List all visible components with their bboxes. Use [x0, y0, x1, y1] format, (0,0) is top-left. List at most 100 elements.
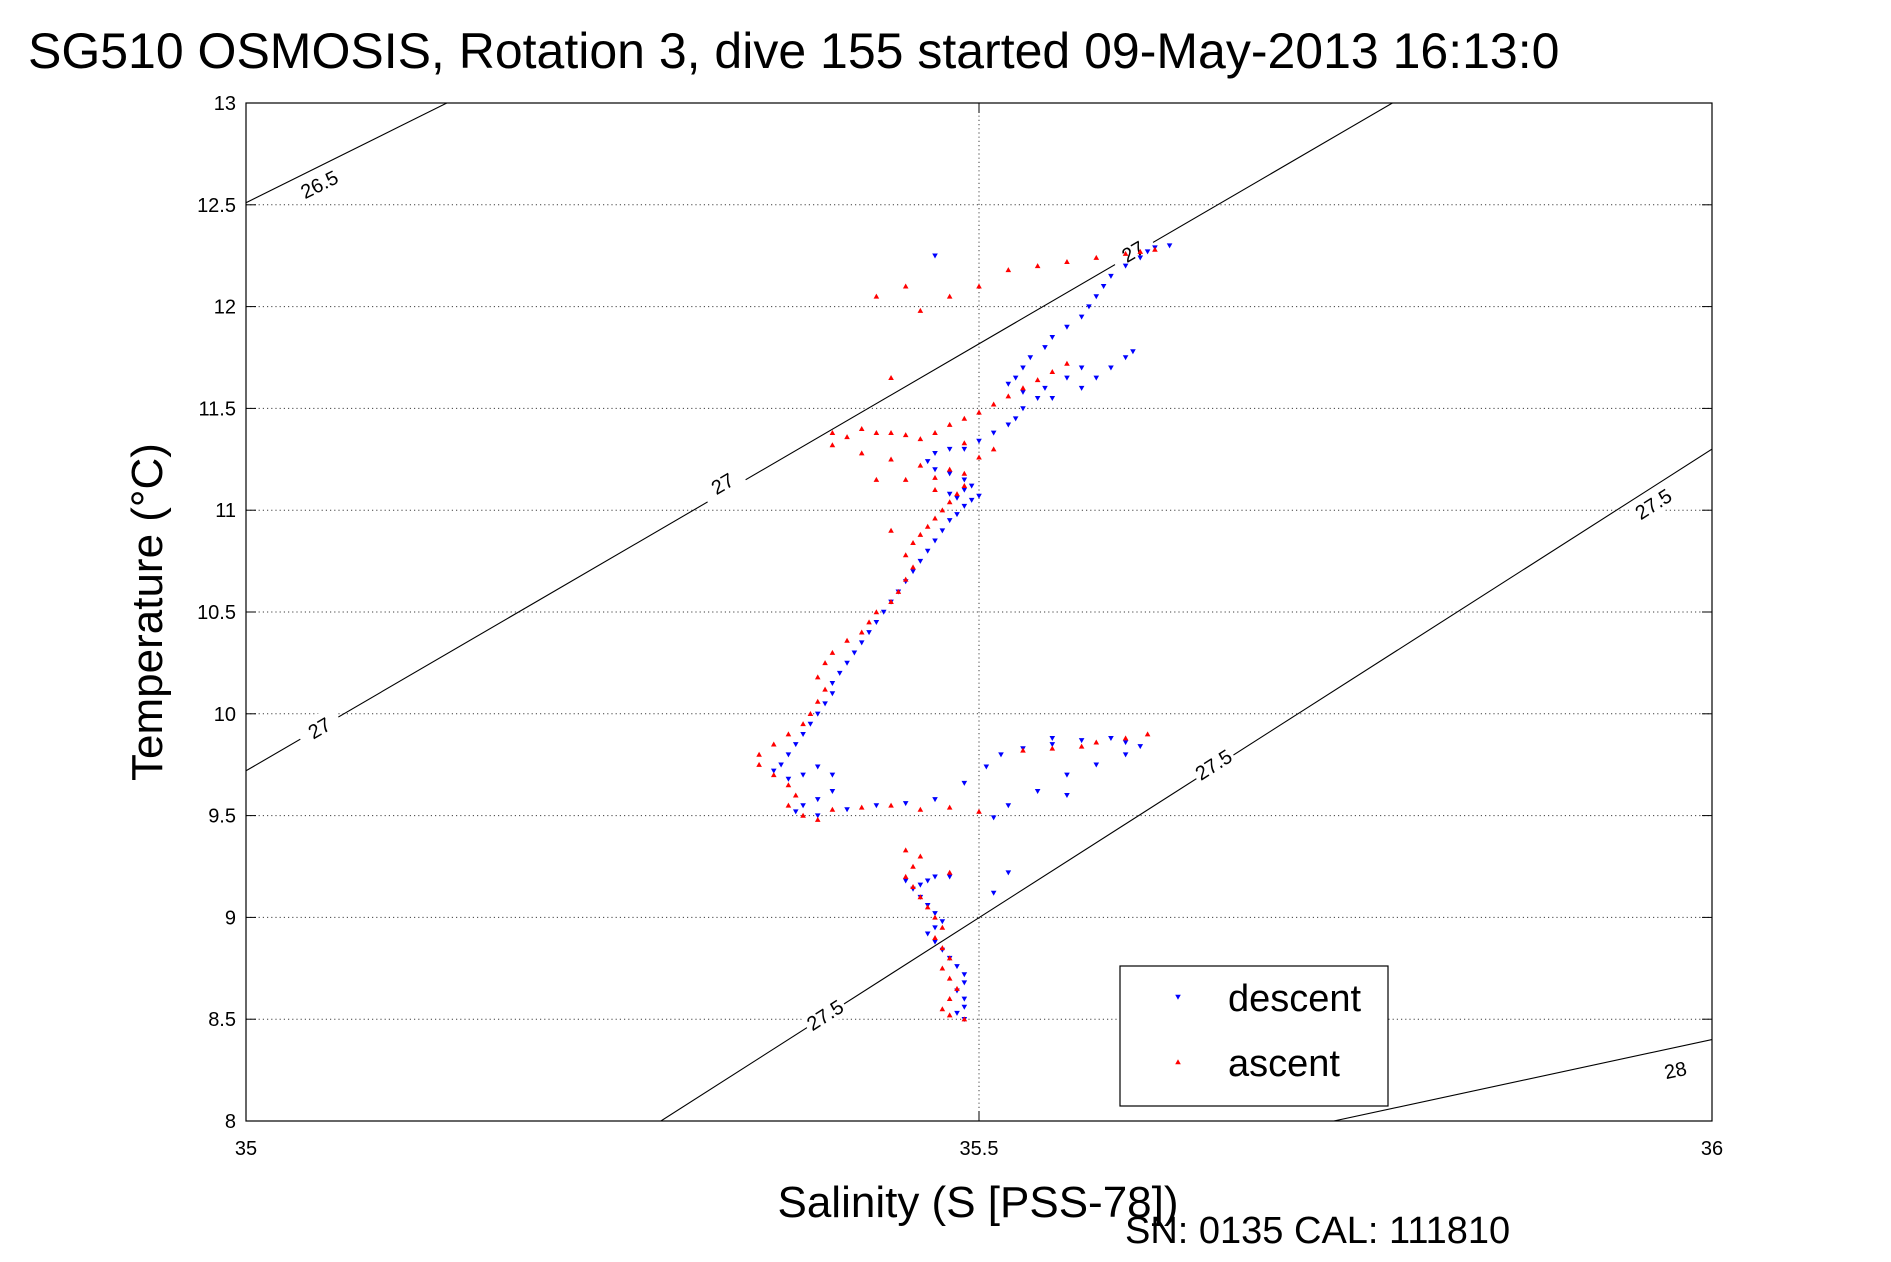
y-tick-label: 9.5: [208, 806, 236, 828]
descent-point: [932, 911, 938, 917]
descent-point: [932, 874, 938, 880]
descent-point: [924, 931, 931, 937]
contour-label-bg: [696, 461, 747, 505]
ascent-point: [888, 456, 894, 462]
descent-point: [939, 528, 946, 534]
descent-point: [822, 701, 828, 707]
descent-point: [792, 742, 799, 748]
ascent-point: [939, 945, 946, 951]
ascent-point: [932, 430, 938, 436]
ascent-point: [910, 539, 916, 545]
descent-point: [1122, 752, 1129, 758]
descent-point: [924, 459, 931, 465]
descent-point: [1049, 334, 1056, 340]
ascent-point: [976, 283, 982, 289]
y-tick-label: 13: [214, 93, 236, 115]
ascent-point: [895, 588, 902, 594]
descent-point: [1144, 249, 1151, 255]
ascent-point: [917, 462, 924, 468]
descent-point: [932, 253, 938, 259]
descent-point: [946, 874, 953, 880]
ascent-point: [961, 415, 968, 421]
descent-point: [983, 764, 990, 770]
ascent-point: [939, 965, 946, 971]
descent-point: [851, 650, 858, 656]
contour-label-bg: [293, 705, 344, 749]
ascent-point: [954, 491, 960, 497]
density-contours: 26.5 27 27 27 27.5 27.5 27.5 28: [246, 103, 1712, 1121]
contour-label-bg: [293, 163, 344, 205]
ascent-point: [976, 808, 982, 814]
ascent-point: [888, 802, 894, 808]
descent-point: [961, 980, 968, 986]
ascent-point: [932, 934, 938, 940]
y-tick-label: 9: [225, 907, 236, 929]
ascent-point: [858, 629, 865, 635]
descent-point: [1042, 385, 1048, 391]
ascent-point: [917, 806, 924, 812]
descent-point: [932, 797, 938, 803]
contour-label: 27: [293, 705, 344, 749]
descent-point: [1137, 255, 1144, 261]
ascent-point: [888, 430, 894, 436]
descent-point: [814, 813, 821, 819]
descent-point: [954, 495, 960, 501]
ascent-point: [1093, 254, 1100, 260]
descent-point: [1166, 243, 1173, 249]
descent-point: [990, 890, 997, 896]
ascent-point: [873, 609, 880, 615]
descent-point: [968, 497, 975, 503]
legend-marker-ascent: [1175, 1059, 1181, 1065]
ascent-point: [1005, 393, 1012, 399]
descent-point: [924, 878, 931, 884]
descent-point: [1049, 742, 1056, 748]
descent-point: [990, 430, 997, 436]
ascent-point: [946, 996, 953, 1002]
descent-point: [814, 797, 821, 803]
descent-point: [770, 768, 777, 774]
descent-point: [807, 721, 814, 727]
ascent-point: [902, 432, 909, 438]
ascent-point: [785, 782, 792, 788]
contour-label: 27.5: [799, 992, 850, 1037]
ascent-point: [939, 924, 946, 930]
descent-point: [1122, 263, 1129, 269]
descent-point: [1108, 273, 1114, 279]
descent-point: [866, 630, 872, 636]
descent-point: [932, 939, 938, 945]
ascent-point: [829, 430, 836, 436]
descent-point: [1064, 793, 1070, 799]
descent-point: [954, 1010, 960, 1016]
descent-point: [1012, 375, 1019, 381]
descent-point: [1005, 422, 1012, 428]
descent-point: [961, 1004, 968, 1010]
descent-point: [785, 752, 792, 758]
x-axis-label: Salinity (S [PSS-78]): [777, 1178, 1178, 1227]
ascent-point: [990, 446, 997, 452]
ascent-point: [961, 482, 968, 488]
contour-label: 28: [1651, 1052, 1700, 1086]
y-tick-label: 11: [215, 500, 236, 522]
descent-point: [1064, 324, 1070, 330]
descent-point: [1049, 396, 1056, 402]
x-axis-ticks: 35 35.5 36: [235, 103, 1723, 1160]
ascent-point: [1005, 267, 1012, 273]
ascent-point: [990, 401, 997, 407]
descent-point: [1078, 314, 1085, 320]
y-tick-label: 8: [225, 1111, 236, 1133]
descent-point: [961, 503, 968, 509]
descent-point: [829, 681, 836, 687]
ascent-point: [961, 1016, 968, 1022]
y-tick-label: 8.5: [208, 1009, 236, 1031]
ascent-point: [917, 436, 924, 442]
legend-box: [1119, 965, 1389, 1107]
ascent-point: [844, 434, 850, 440]
descent-point: [1020, 406, 1026, 412]
descent-point: [961, 477, 968, 483]
footer-serial-cal: SN: 0135 CAL: 111810: [1125, 1210, 1510, 1252]
density-contour-28: [1333, 1039, 1712, 1121]
ascent-point: [932, 474, 938, 480]
descent-point: [1078, 385, 1085, 391]
descent-point: [1034, 396, 1041, 402]
